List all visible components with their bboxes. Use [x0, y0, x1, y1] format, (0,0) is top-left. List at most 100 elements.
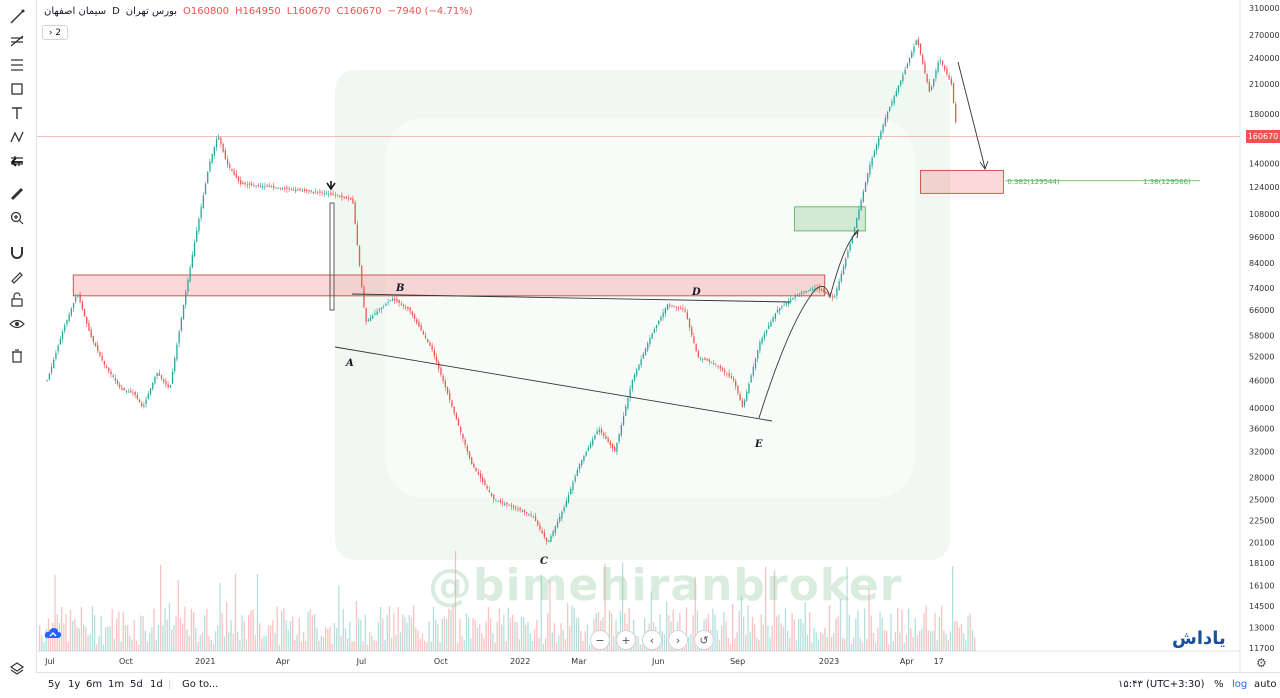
candle-body	[732, 378, 735, 381]
candle-body	[405, 307, 407, 309]
volume-bar	[155, 640, 157, 651]
candle-body	[878, 137, 880, 146]
scroll-right-button[interactable]: ›	[668, 630, 688, 650]
trash-icon[interactable]	[6, 347, 28, 365]
candle-body	[187, 279, 189, 292]
candle-body	[420, 325, 422, 331]
log-toggle[interactable]: log	[1232, 679, 1248, 690]
candle-body	[563, 507, 565, 512]
candle-body	[132, 392, 134, 394]
candle-body	[671, 304, 673, 306]
magnet-icon[interactable]	[6, 243, 28, 261]
volume-bar	[283, 608, 285, 651]
volume-bar	[270, 625, 272, 651]
candle-body	[160, 375, 163, 379]
range-1y[interactable]: 1y	[68, 679, 81, 690]
range-5y[interactable]: 5y	[48, 679, 61, 690]
volume-bar	[879, 611, 881, 651]
text-tool-icon[interactable]	[6, 104, 28, 122]
candle-body	[893, 96, 895, 104]
volume-bar	[391, 637, 393, 651]
candle-body	[334, 195, 336, 196]
volume-bar	[813, 628, 815, 651]
settings-gear-icon[interactable]: ⚙	[1256, 656, 1267, 670]
candle-body	[614, 447, 616, 452]
volume-bar	[448, 608, 450, 651]
candle-body	[858, 209, 860, 220]
range-1d[interactable]: 1d	[150, 679, 163, 690]
ruler-icon[interactable]	[6, 185, 28, 203]
candle-body	[950, 78, 952, 84]
goto-button[interactable]: Go to...	[182, 679, 219, 690]
candle-body	[185, 292, 187, 305]
candle-body	[422, 331, 424, 335]
candle-body	[336, 195, 339, 197]
zoom-in-icon[interactable]	[6, 209, 28, 227]
layers-icon[interactable]	[6, 660, 28, 678]
candle-body	[233, 170, 235, 175]
candle-body	[922, 55, 924, 64]
zoom-in-button[interactable]: +	[616, 630, 636, 650]
wave-label-d: D	[691, 287, 701, 298]
candle-body	[372, 315, 374, 319]
collapse-indicators-button[interactable]: › 2	[42, 25, 68, 40]
volume-bar	[938, 616, 941, 651]
volume-bar	[76, 626, 78, 651]
volume-bar	[267, 625, 270, 651]
rectangle-tool-icon[interactable]	[6, 80, 28, 98]
volume-bar	[353, 641, 355, 651]
trend-line-icon[interactable]	[6, 32, 28, 50]
volume-bar	[688, 636, 690, 651]
fib-tool-icon[interactable]	[6, 56, 28, 74]
candle-body	[906, 63, 908, 69]
candle-body	[651, 333, 653, 339]
candle-body	[92, 335, 94, 342]
range-5d[interactable]: 5d	[130, 679, 143, 690]
range-6m[interactable]: 6m	[86, 679, 103, 690]
volume-bar	[45, 628, 47, 651]
volume-bar	[903, 642, 905, 651]
volume-bar	[232, 633, 234, 651]
pencil-lock-icon[interactable]	[6, 267, 28, 285]
reset-chart-button[interactable]: ↺	[694, 630, 714, 650]
back-arrow-icon[interactable]	[6, 153, 28, 171]
lock-icon[interactable]	[6, 291, 28, 309]
volume-bar	[360, 619, 362, 651]
volume-bar	[67, 641, 69, 651]
candle-body	[77, 295, 79, 297]
candle-body	[730, 376, 732, 379]
candle-body	[317, 192, 319, 194]
pattern-tool-icon[interactable]	[6, 128, 28, 146]
eye-icon[interactable]	[6, 315, 28, 333]
candle-body	[515, 507, 517, 509]
candle-body	[600, 428, 603, 433]
volume-bar	[259, 623, 261, 651]
scroll-left-button[interactable]: ‹	[642, 630, 662, 650]
forecast-tool-icon[interactable]	[6, 152, 28, 170]
percent-toggle[interactable]: %	[1214, 679, 1224, 690]
volume-bar	[305, 640, 307, 651]
timezone-label[interactable]: ۱۵:۴۳ (UTC+3:30)	[1118, 679, 1205, 690]
candle-body	[567, 494, 570, 503]
candle-body	[306, 189, 308, 192]
symbol-name[interactable]: سیمان اصفهان	[44, 6, 107, 17]
candle-body	[138, 399, 141, 403]
auto-toggle[interactable]: auto	[1254, 679, 1277, 690]
candle-body	[820, 289, 823, 291]
volume-bar	[388, 606, 391, 651]
zoom-out-button[interactable]: −	[590, 630, 610, 650]
volume-bar	[908, 608, 910, 651]
interval-label[interactable]: D	[112, 6, 120, 17]
candle-body	[717, 365, 719, 367]
candle-body	[761, 337, 763, 344]
volume-bar	[721, 625, 723, 651]
range-1m[interactable]: 1m	[108, 679, 125, 690]
cursor-cross-icon[interactable]	[6, 8, 28, 26]
resistance-trendline	[351, 293, 791, 303]
volume-bar	[912, 637, 914, 651]
candle-body	[145, 399, 147, 405]
volume-bar	[802, 623, 804, 651]
candle-body	[880, 131, 882, 139]
candle-body	[836, 288, 838, 296]
